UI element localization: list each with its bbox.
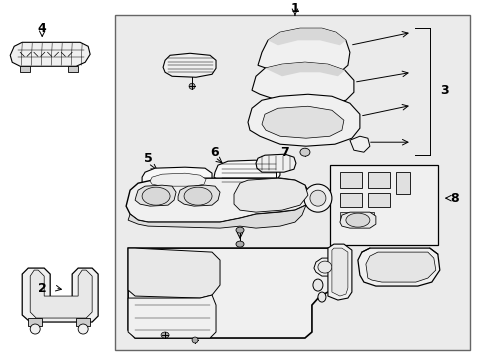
Ellipse shape: [236, 241, 244, 247]
Bar: [339, 212, 353, 222]
Polygon shape: [128, 205, 305, 228]
Polygon shape: [10, 42, 90, 66]
Bar: [68, 66, 78, 72]
Ellipse shape: [78, 324, 88, 334]
Bar: [395, 172, 409, 194]
Bar: [28, 318, 42, 326]
Bar: [367, 172, 389, 188]
Text: 6: 6: [210, 146, 219, 159]
Bar: [76, 318, 90, 326]
Polygon shape: [267, 28, 345, 45]
Bar: [367, 193, 389, 207]
Ellipse shape: [317, 261, 331, 273]
Bar: [339, 172, 361, 188]
Text: 5: 5: [143, 152, 152, 165]
Polygon shape: [313, 258, 335, 276]
Text: 4: 4: [38, 22, 46, 35]
Ellipse shape: [161, 332, 169, 338]
Polygon shape: [126, 178, 309, 222]
Ellipse shape: [317, 292, 325, 302]
Polygon shape: [255, 154, 295, 172]
Bar: [339, 193, 361, 207]
Bar: [329, 165, 437, 245]
Polygon shape: [128, 248, 339, 338]
Polygon shape: [251, 62, 353, 104]
Polygon shape: [22, 268, 98, 322]
Polygon shape: [30, 270, 92, 318]
Polygon shape: [142, 167, 212, 189]
Ellipse shape: [345, 213, 369, 227]
Polygon shape: [357, 248, 439, 286]
Polygon shape: [258, 28, 349, 76]
Polygon shape: [264, 62, 344, 76]
Bar: [115, 15, 469, 350]
Ellipse shape: [189, 83, 195, 89]
Polygon shape: [247, 94, 359, 146]
Polygon shape: [339, 212, 375, 228]
Ellipse shape: [192, 337, 198, 343]
Ellipse shape: [299, 148, 309, 156]
Ellipse shape: [236, 227, 244, 233]
Polygon shape: [234, 178, 307, 212]
Polygon shape: [327, 244, 351, 300]
Ellipse shape: [309, 190, 325, 206]
Polygon shape: [365, 252, 435, 282]
Ellipse shape: [30, 324, 40, 334]
Polygon shape: [128, 248, 220, 298]
Ellipse shape: [304, 184, 331, 212]
Bar: [359, 212, 373, 222]
Ellipse shape: [142, 187, 170, 205]
Polygon shape: [214, 160, 280, 184]
Polygon shape: [163, 53, 216, 77]
Text: 1: 1: [290, 2, 299, 15]
Polygon shape: [135, 185, 176, 206]
Text: 7: 7: [280, 146, 289, 159]
Polygon shape: [262, 106, 343, 138]
Ellipse shape: [272, 179, 278, 185]
Polygon shape: [349, 136, 369, 152]
Polygon shape: [331, 248, 347, 296]
Polygon shape: [178, 185, 220, 206]
Ellipse shape: [312, 279, 322, 291]
Ellipse shape: [183, 187, 212, 205]
Text: 2: 2: [38, 282, 46, 294]
Text: 8: 8: [449, 192, 458, 204]
Polygon shape: [150, 173, 205, 186]
Text: 3: 3: [440, 84, 448, 97]
Polygon shape: [128, 295, 216, 338]
Bar: [20, 66, 30, 72]
